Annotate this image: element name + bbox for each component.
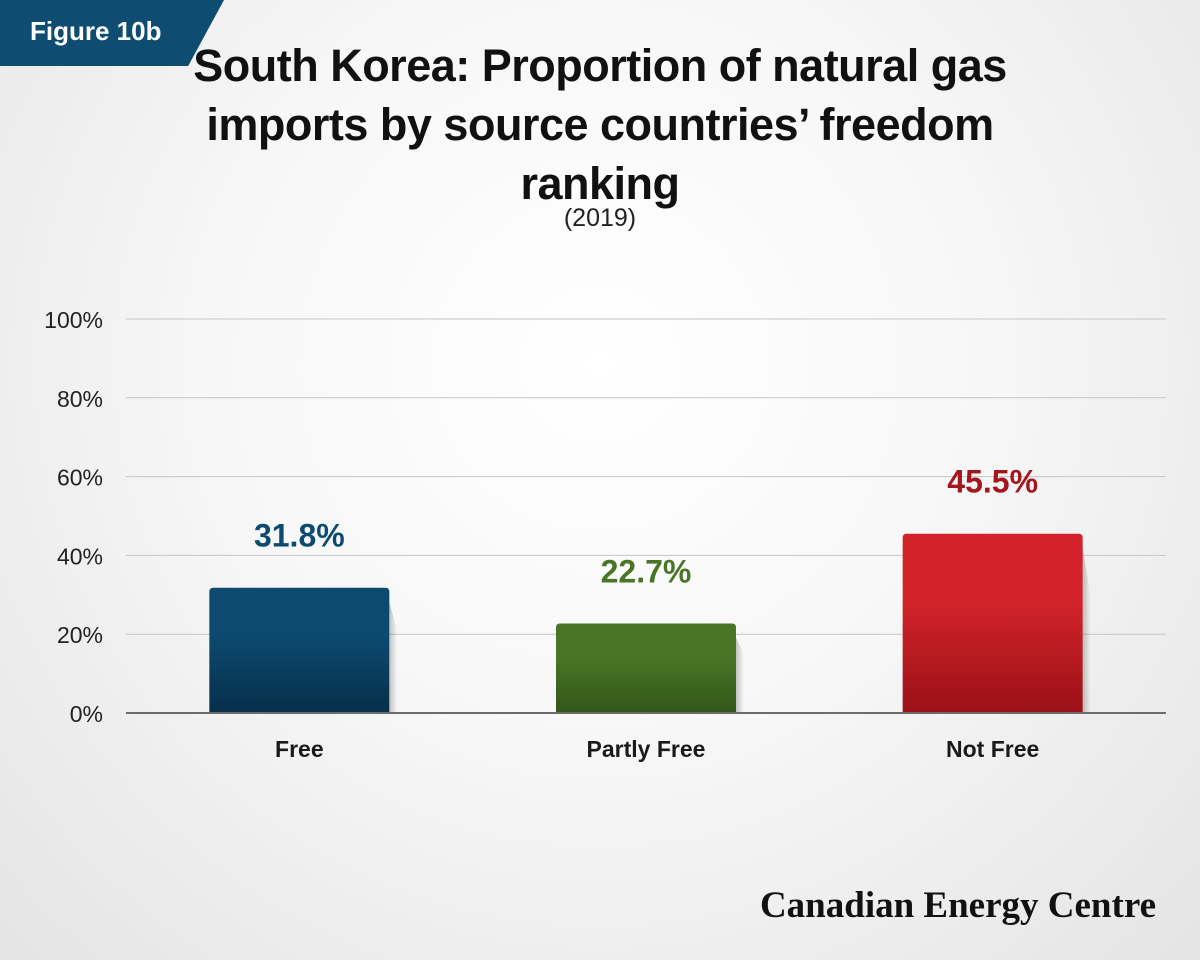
chart-subtitle: (2019) [563, 204, 637, 232]
y-tick-label: 20% [57, 622, 103, 648]
chart-title: South Korea: Proportion of natural gas i… [193, 40, 1007, 209]
bar-partly-free [556, 623, 736, 713]
bar-shadow [1082, 547, 1091, 713]
y-tick-label: 0% [70, 701, 103, 727]
bar-not-free [902, 533, 1083, 713]
brand-wordmark: Canadian Energy Centre [759, 885, 1156, 926]
bar-value-label: 45.5% [947, 464, 1038, 500]
y-tick-label: 100% [44, 307, 103, 333]
figure-label-tab: Figure 10b [0, 0, 224, 66]
x-category-label: Partly Free [587, 736, 706, 762]
bar-shadow [736, 637, 744, 713]
bar-value-label: 31.8% [254, 518, 345, 554]
x-category-label: Not Free [946, 736, 1039, 762]
bar-shadow [389, 601, 398, 713]
x-category-label: Free [275, 736, 324, 762]
y-tick-label: 60% [57, 465, 103, 491]
y-tick-label: 40% [57, 543, 103, 569]
bar-free [209, 587, 390, 713]
figure-label: Figure 10b [30, 16, 162, 46]
bar-value-label: 22.7% [601, 554, 692, 590]
y-tick-label: 80% [57, 386, 103, 412]
